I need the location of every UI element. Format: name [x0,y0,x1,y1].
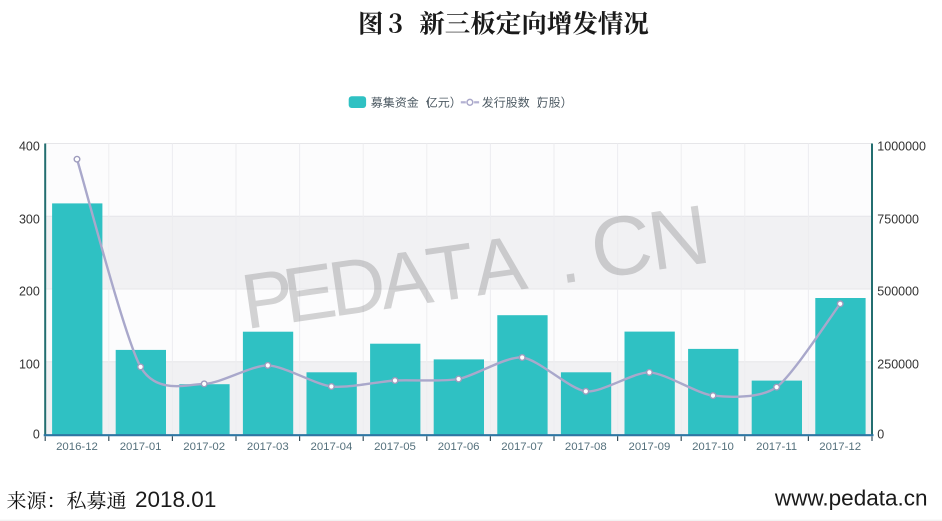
svg-text:2017-03: 2017-03 [247,441,289,453]
svg-text:2018.01: 2018.01 [135,487,216,512]
svg-text:2017-10: 2017-10 [692,441,734,453]
svg-text:2017-09: 2017-09 [628,441,670,453]
svg-text:500000: 500000 [877,284,919,298]
svg-text:2017-04: 2017-04 [310,441,352,453]
svg-text:750000: 750000 [877,212,919,226]
svg-text:400: 400 [19,140,40,154]
svg-text:2016-12: 2016-12 [56,441,98,453]
svg-text:0: 0 [877,427,884,441]
svg-text:CN: CN [584,187,715,297]
svg-text:2017-11: 2017-11 [756,441,797,453]
svg-text:2017-05: 2017-05 [374,441,416,453]
svg-text:2017-07: 2017-07 [501,441,543,453]
svg-text:250000: 250000 [877,357,919,371]
svg-text:0: 0 [33,427,40,441]
svg-text:200: 200 [19,284,40,298]
svg-text:100: 100 [19,357,40,371]
svg-text:2017-06: 2017-06 [438,441,480,453]
svg-text:2017-02: 2017-02 [183,441,225,453]
svg-text:1000000: 1000000 [877,140,926,154]
svg-text:2017-01: 2017-01 [120,441,162,453]
svg-text:2017-12: 2017-12 [819,441,861,453]
svg-text:www.pedata.cn: www.pedata.cn [774,486,928,511]
svg-text:2017-08: 2017-08 [565,441,607,453]
svg-text:300: 300 [19,212,40,226]
